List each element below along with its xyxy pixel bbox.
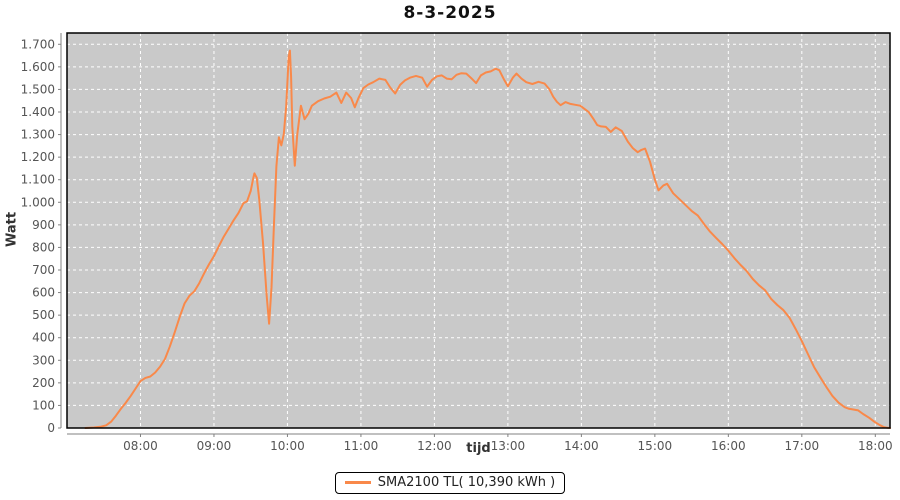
legend-box: SMA2100 TL( 10,390 kWh ) (334, 472, 566, 494)
x-tick-label: 15:00 (638, 439, 673, 453)
y-tick-label: 1.200 (21, 150, 55, 164)
y-tick-label: 1.500 (21, 82, 55, 96)
plot-border (66, 32, 891, 429)
x-tick-label: 08:00 (123, 439, 158, 453)
x-tick-label: 18:00 (858, 439, 893, 453)
y-tick-label: 1.300 (21, 128, 55, 142)
y-tick-label: 600 (32, 286, 55, 300)
y-tick-label: 1.600 (21, 60, 55, 74)
y-tick-label: 500 (32, 308, 55, 322)
y-tick-label: 1.700 (21, 37, 55, 51)
y-tick-label: 1.400 (21, 105, 55, 119)
plot-area (67, 33, 890, 428)
x-tick-label: 16:00 (711, 439, 746, 453)
y-tick-label: 0 (47, 421, 55, 435)
x-tick-label: 13:00 (491, 439, 526, 453)
x-tick-label: 10:00 (270, 439, 305, 453)
legend-series-line-swatch (344, 481, 371, 484)
y-tick-label: 800 (32, 240, 55, 254)
legend-series-label: SMA2100 TL( 10,390 kWh ) (377, 475, 556, 490)
series-line (84, 49, 891, 429)
y-tick-label: 200 (32, 376, 55, 390)
y-tick-label: 300 (32, 353, 55, 367)
chart-title: 8-3-2025 (403, 3, 497, 23)
legend: SMA2100 TL( 10,390 kWh ) (0, 472, 900, 494)
x-tick-label: 11:00 (344, 439, 379, 453)
y-tick-label: 100 (32, 398, 55, 412)
x-tick-label: 14:00 (564, 439, 599, 453)
y-tick-label: 700 (32, 263, 55, 277)
y-tick-label: 1.100 (21, 173, 55, 187)
x-tick-label: 17:00 (785, 439, 820, 453)
x-axis-label: tijd (466, 441, 491, 456)
y-tick-label: 400 (32, 331, 55, 345)
y-axis-label: Watt (4, 211, 20, 248)
y-tick-label: 900 (32, 218, 55, 232)
y-tick-label: 1.000 (21, 195, 55, 209)
x-tick-label: 12:00 (417, 439, 452, 453)
x-tick-label: 09:00 (197, 439, 232, 453)
